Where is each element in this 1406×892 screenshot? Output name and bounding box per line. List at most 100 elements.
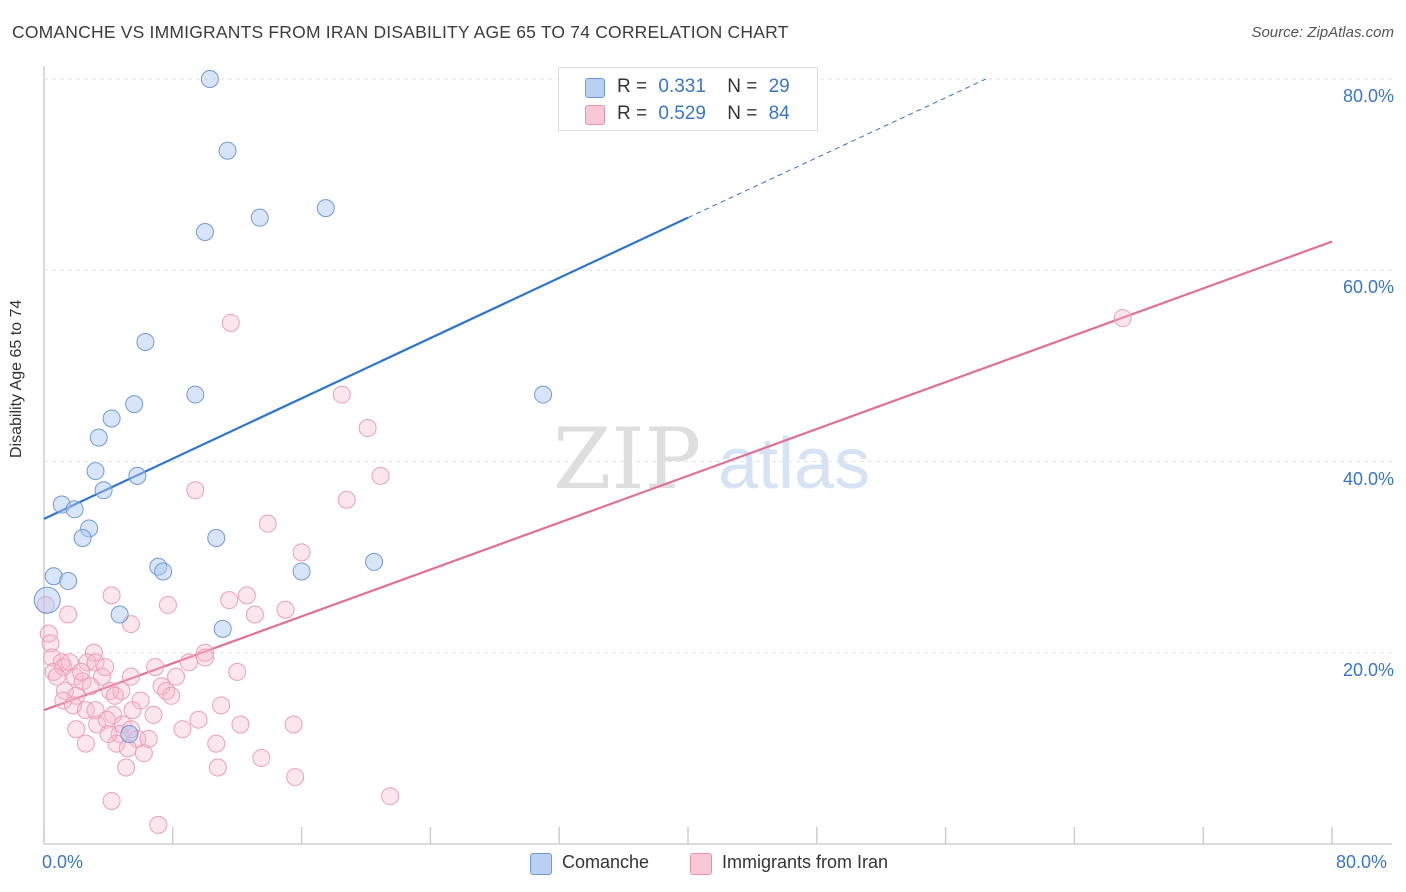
point-iran [337, 490, 356, 509]
x-tick-max: 80.0% [1336, 852, 1388, 872]
point-iran [157, 682, 176, 700]
legend-label-comanche: Comanche [562, 852, 650, 872]
point-comanche [102, 409, 121, 428]
points-comanche [33, 70, 553, 744]
point-iran [245, 605, 264, 624]
legend-r-value: 0.331 [658, 76, 706, 97]
point-iran [158, 595, 177, 614]
point-comanche [213, 619, 232, 638]
point-iran [44, 662, 63, 681]
point-iran [144, 705, 163, 724]
legend-n-label: N = [727, 103, 758, 124]
point-iran [1113, 309, 1132, 328]
point-iran [186, 481, 205, 500]
point-comanche [250, 208, 269, 227]
point-iran [196, 643, 214, 662]
point-iran [284, 715, 303, 734]
chart-title: COMANCHE VS IMMIGRANTS FROM IRAN DISABIL… [12, 22, 789, 42]
point-comanche [196, 223, 214, 241]
point-comanche [80, 519, 99, 538]
legend-swatch-comanche [585, 78, 605, 98]
point-iran [76, 701, 95, 720]
point-iran [117, 758, 136, 777]
watermark: ZIP atlas [553, 410, 870, 508]
point-iran [221, 313, 240, 332]
point-iran [102, 586, 121, 605]
point-comanche [73, 529, 92, 547]
x-tick-min: 0.0% [42, 852, 84, 872]
point-comanche [94, 481, 113, 500]
axes [43, 66, 1392, 845]
point-iran [67, 720, 86, 739]
y-tick-label: 60.0% [1342, 277, 1394, 298]
point-comanche [65, 500, 84, 519]
trend-lines [43, 78, 1333, 712]
point-comanche [534, 385, 553, 404]
point-iran [139, 729, 158, 748]
legend-swatch-comanche [530, 853, 552, 875]
y-tick-label: 40.0% [1342, 468, 1394, 489]
point-iran [76, 734, 95, 753]
point-iran [167, 667, 186, 686]
point-iran [134, 744, 153, 763]
point-comanche [218, 141, 237, 160]
point-iran [258, 514, 277, 533]
watermark-atlas: atlas [718, 424, 870, 504]
point-iran [292, 543, 311, 562]
point-iran [81, 677, 100, 696]
point-iran [105, 686, 124, 705]
y-tick-label: 80.0% [1342, 86, 1394, 106]
grid-lines [44, 78, 1392, 654]
point-comanche [110, 605, 129, 624]
legend-label-iran: Immigrants from Iran [722, 852, 889, 872]
point-iran [358, 419, 377, 438]
legend-swatch-iran [690, 853, 712, 875]
point-iran [381, 787, 400, 806]
point-iran [237, 586, 256, 605]
point-iran [179, 653, 198, 672]
point-comanche [44, 567, 63, 586]
point-iran [162, 686, 181, 705]
point-iran [173, 720, 192, 739]
trend-line-comanche-extension [687, 78, 987, 219]
point-iran [59, 605, 78, 624]
y-tick-label: 20.0% [1342, 659, 1394, 680]
point-iran [97, 710, 116, 729]
points-iran [36, 309, 1132, 834]
point-iran [121, 667, 140, 686]
point-comanche [125, 395, 144, 414]
point-iran [276, 600, 295, 619]
point-comanche [33, 586, 61, 614]
point-iran [96, 658, 115, 677]
point-comanche [316, 199, 335, 218]
point-iran [99, 725, 118, 744]
point-comanche [149, 557, 168, 576]
point-comanche [86, 462, 105, 481]
point-iran [54, 691, 73, 710]
point-iran [332, 385, 351, 404]
point-comanche [292, 562, 311, 581]
legend-r-label: R = [617, 103, 648, 124]
point-iran [123, 701, 142, 720]
trend-line-comanche [43, 216, 689, 520]
point-iran [212, 696, 231, 715]
point-iran [286, 768, 305, 787]
y-axis-label: Disability Age 65 to 74 [8, 299, 25, 458]
point-comanche [365, 552, 384, 571]
point-iran [149, 815, 168, 834]
point-iran [196, 648, 214, 667]
trend-line-iran [43, 240, 1333, 712]
legend-swatch-iran [585, 105, 605, 125]
point-iran [189, 710, 208, 729]
point-comanche [59, 572, 78, 591]
legend-stats: R = 0.331 N = 29 R = 0.529 N = 84 [558, 67, 818, 131]
source-label: Source: ZipAtlas.com [1251, 24, 1394, 41]
point-comanche [154, 562, 173, 581]
point-comanche [128, 466, 147, 485]
point-iran [47, 667, 66, 686]
point-iran [208, 758, 227, 777]
legend-n-value: 84 [768, 103, 790, 124]
point-comanche [89, 428, 108, 447]
point-iran [231, 715, 250, 734]
